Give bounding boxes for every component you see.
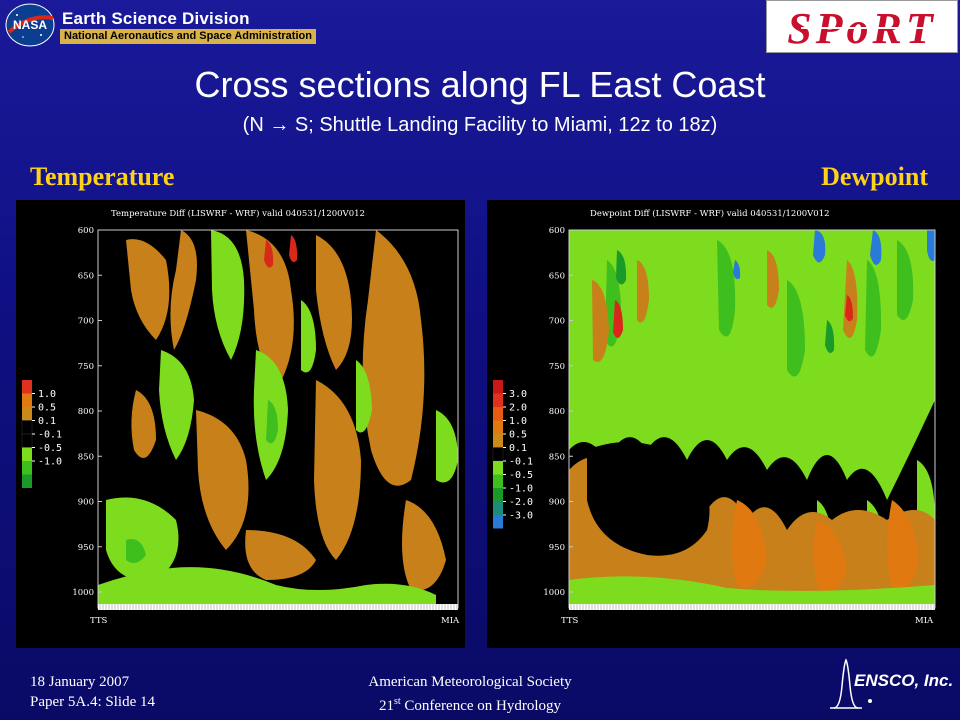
y-tick-label: 650 (78, 271, 94, 281)
y-tick-label: 800 (549, 407, 565, 417)
legend-label: -0.5 (509, 470, 533, 481)
y-tick-label: 900 (78, 498, 94, 508)
legend-label: -0.1 (38, 430, 62, 441)
legend-label: -2.0 (509, 497, 533, 508)
footer-society: American Meteorological Society (368, 674, 572, 690)
temperature-x-end: MIA (441, 616, 460, 626)
footer-center: American Meteorological Society 21st Con… (280, 672, 660, 716)
y-tick-label: 800 (78, 407, 94, 417)
legend-label: 0.5 (38, 403, 56, 414)
y-tick-label: 850 (78, 452, 94, 462)
y-tick-label: 700 (549, 317, 565, 327)
legend-swatch (493, 434, 503, 448)
y-tick-label: 900 (549, 498, 565, 508)
sport-logo: SPoRT (766, 0, 958, 53)
legend-label: 1.0 (38, 389, 56, 400)
header-band: NASA Earth Science Division National Aer… (0, 0, 960, 53)
ensco-logo: ENSCO, Inc. (830, 658, 953, 709)
y-tick-label: 600 (78, 226, 94, 236)
temperature-y-axis: 600 650 700 750 800 850 900 950 1000 (72, 226, 102, 598)
legend-label: 0.1 (509, 443, 527, 454)
legend-swatch (493, 515, 503, 529)
legend-swatch (492, 447, 504, 462)
slide-subtitle: (N → S; Shuttle Landing Facility to Miam… (242, 114, 718, 136)
legend-swatch (493, 420, 503, 434)
dewpoint-x-axis: TTS MIA (561, 604, 935, 626)
legend-label: 0.5 (509, 430, 527, 441)
dewpoint-contour-field (569, 230, 935, 608)
legend-label: 0.1 (38, 416, 56, 427)
y-tick-label: 650 (549, 271, 565, 281)
dewpoint-y-axis: 600 650 700 750 800 850 900 950 1000 (543, 226, 573, 598)
footer-date: 18 January 2007 (30, 674, 130, 690)
dewpoint-caption: Dewpoint Diff (LISWRF - WRF) valid 04053… (590, 208, 830, 219)
legend-swatch (22, 474, 32, 488)
legend-swatch (22, 393, 32, 407)
temperature-legend: 1.0 0.5 0.1 -0.1 -0.5 -1.0 (21, 380, 62, 488)
legend-swatch (21, 420, 33, 435)
dewpoint-legend: 3.0 2.0 1.0 0.5 0.1 -0.1 -0.5 -1.0 -2.0 -3.0 (492, 380, 533, 529)
ensco-logo-text: ENSCO, Inc. (854, 671, 953, 690)
footer-conf-rest: Conference on Hydrology (400, 698, 562, 714)
legend-label: -1.0 (509, 484, 533, 495)
slide-title: Cross sections along FL East Coast (194, 64, 766, 105)
dewpoint-label: Dewpoint (821, 162, 928, 191)
temperature-x-axis: TTS MIA (90, 604, 460, 626)
legend-swatch (22, 461, 32, 475)
legend-swatch (22, 407, 32, 421)
footer-paper: Paper 5A.4: Slide 14 (30, 694, 155, 710)
y-tick-label: 700 (78, 317, 94, 327)
y-tick-label: 950 (78, 543, 94, 553)
legend-swatch (22, 447, 32, 461)
y-tick-label: 850 (549, 452, 565, 462)
y-tick-label: 1000 (72, 588, 94, 598)
y-tick-label: 600 (549, 226, 565, 236)
legend-swatch (493, 461, 503, 475)
y-tick-label: 950 (549, 543, 565, 553)
legend-swatch (21, 433, 33, 448)
nasa-logo-text: NASA (13, 18, 47, 32)
legend-swatch (493, 474, 503, 488)
temperature-cross-section: Temperature Diff (LISWRF - WRF) valid 04… (16, 200, 465, 648)
legend-swatch (493, 393, 503, 407)
legend-label: 3.0 (509, 389, 527, 400)
footer-left: 18 January 2007 Paper 5A.4: Slide 14 (30, 672, 155, 712)
dewpoint-x-end: MIA (915, 616, 934, 626)
dewpoint-cross-section: Dewpoint Diff (LISWRF - WRF) valid 04053… (487, 200, 960, 648)
footer-conf-sup: st (393, 696, 401, 707)
temperature-contour-field (98, 230, 458, 608)
temperature-x-start: TTS (90, 616, 107, 626)
legend-label: -0.5 (38, 443, 62, 454)
y-tick-label: 750 (549, 362, 565, 372)
footer-conf-number: 21 (378, 698, 394, 714)
sport-logo-stripe (801, 27, 931, 29)
y-tick-label: 1000 (543, 588, 565, 598)
legend-label: -3.0 (509, 511, 533, 522)
legend-swatch (493, 380, 503, 394)
y-tick-label: 750 (78, 362, 94, 372)
legend-swatch (493, 488, 503, 502)
temperature-label: Temperature (30, 162, 175, 191)
footer-conference: 21st Conference on Hydrology (280, 692, 660, 716)
temperature-caption: Temperature Diff (LISWRF - WRF) valid 04… (111, 208, 365, 219)
legend-label: 2.0 (509, 403, 527, 414)
dewpoint-x-start: TTS (561, 616, 578, 626)
legend-swatch (22, 380, 32, 394)
legend-label: -0.1 (509, 457, 533, 468)
legend-label: -1.0 (38, 457, 62, 468)
division-title: Earth Science Division (62, 9, 250, 28)
legend-swatch (493, 407, 503, 421)
legend-label: 1.0 (509, 416, 527, 427)
agency-label: National Aeronautics and Space Administr… (60, 29, 316, 44)
nasa-logo: NASA (5, 3, 55, 47)
legend-swatch (493, 501, 503, 515)
